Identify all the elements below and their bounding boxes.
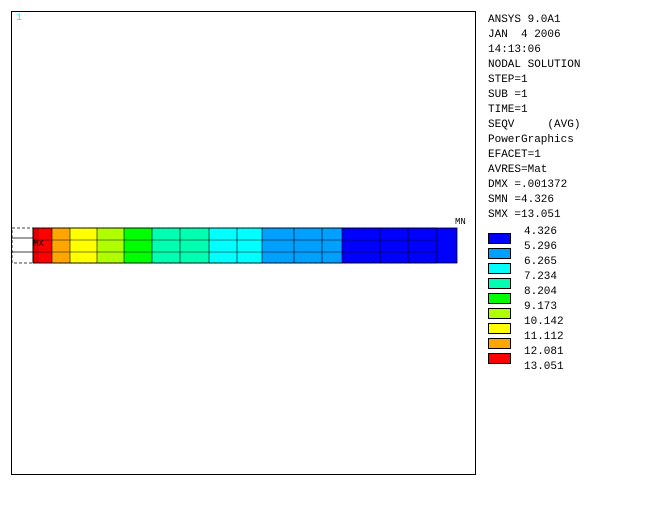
min-node-label: MN bbox=[455, 217, 466, 227]
legend-swatch bbox=[488, 323, 511, 334]
legend-swatch bbox=[488, 293, 511, 304]
info-panel: ANSYS 9.0A1 JAN 4 2006 14:13:06 NODAL SOLUT… bbox=[488, 13, 580, 223]
legend-swatch bbox=[488, 233, 511, 244]
info-line: TIME=1 bbox=[488, 104, 528, 116]
graphics-viewport[interactable]: 1 MX MN bbox=[11, 11, 476, 475]
legend-value: 8.204 bbox=[524, 286, 558, 298]
legend-value: 13.051 bbox=[524, 361, 564, 373]
contour-band-root bbox=[33, 228, 39, 263]
legend-swatch bbox=[488, 263, 511, 274]
contour-band bbox=[262, 228, 342, 263]
legend-value: 5.296 bbox=[524, 241, 558, 253]
contour-band bbox=[209, 228, 262, 263]
info-line: STEP=1 bbox=[488, 74, 528, 86]
legend-swatch bbox=[488, 278, 511, 289]
info-line: AVRES=Mat bbox=[488, 164, 548, 176]
info-line: ANSYS 9.0A1 bbox=[488, 14, 561, 26]
legend-swatch bbox=[488, 308, 511, 319]
contour-band bbox=[52, 228, 70, 263]
legend-value: 6.265 bbox=[524, 256, 558, 268]
legend-value: 11.112 bbox=[524, 331, 564, 343]
max-node-label: MX bbox=[33, 239, 44, 249]
contour-band bbox=[342, 228, 457, 263]
contour-band bbox=[152, 228, 209, 263]
info-line: JAN 4 2006 bbox=[488, 29, 561, 41]
legend-value: 12.081 bbox=[524, 346, 564, 358]
window-number: 1 bbox=[16, 13, 23, 24]
contour-band bbox=[70, 228, 97, 263]
info-line: DMX =.001372 bbox=[488, 179, 568, 191]
info-line: PowerGraphics bbox=[488, 134, 574, 146]
legend-value: 7.234 bbox=[524, 271, 558, 283]
info-line: SMN =4.326 bbox=[488, 194, 555, 206]
element-mesh bbox=[32, 227, 458, 264]
info-line: NODAL SOLUTION bbox=[488, 59, 581, 71]
contour-bands bbox=[33, 228, 457, 263]
legend-value: 9.173 bbox=[524, 301, 558, 313]
beam-contour-plot: MX MN bbox=[12, 217, 466, 264]
legend-swatch bbox=[488, 248, 511, 259]
info-line: 14:13:06 bbox=[488, 44, 541, 56]
legend-value: 4.326 bbox=[524, 226, 558, 238]
legend-swatch bbox=[488, 338, 511, 349]
info-line: SMX =13.051 bbox=[488, 209, 561, 221]
legend-value: 10.142 bbox=[524, 316, 564, 328]
info-line: SEQV (AVG) bbox=[488, 119, 581, 131]
info-line: EFACET=1 bbox=[488, 149, 541, 161]
contour-band bbox=[124, 228, 152, 263]
contour-band bbox=[97, 228, 124, 263]
legend-swatch bbox=[488, 353, 511, 364]
info-line: SUB =1 bbox=[488, 89, 528, 101]
